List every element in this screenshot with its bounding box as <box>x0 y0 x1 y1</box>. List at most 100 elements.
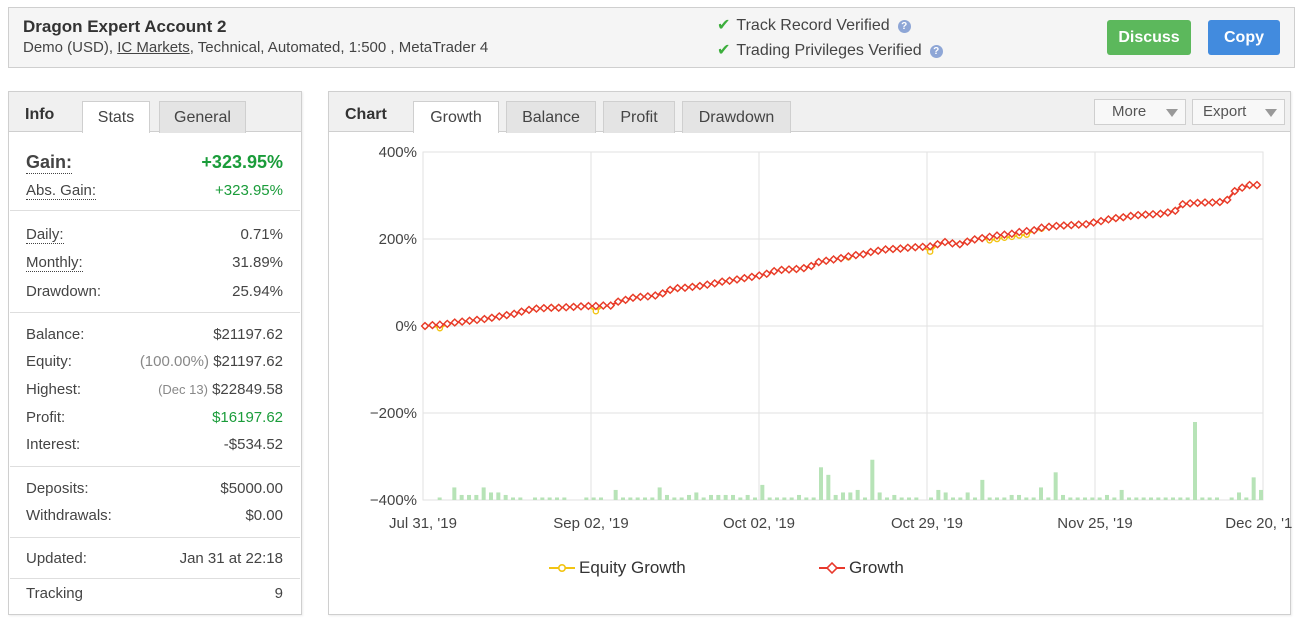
volume-bar <box>1112 497 1117 500</box>
volume-bar <box>775 497 779 500</box>
legend-growth[interactable]: Growth <box>819 558 904 578</box>
legend-equity-growth[interactable]: Equity Growth <box>549 558 686 578</box>
tab-growth[interactable]: Growth <box>413 101 499 133</box>
daily-label[interactable]: Daily: <box>26 226 64 244</box>
volume-bar <box>1090 497 1095 500</box>
growth-point <box>1148 209 1158 219</box>
tab-general[interactable]: General <box>159 101 246 133</box>
growth-point <box>769 266 779 276</box>
volume-bar <box>1119 489 1124 500</box>
growth-point <box>450 318 460 327</box>
volume-bar <box>540 497 545 500</box>
deposits-label: Deposits: <box>26 480 89 497</box>
volume-bar <box>672 497 677 500</box>
tab-chart-label: Chart <box>345 106 387 123</box>
growth-point <box>970 235 980 244</box>
growth-point <box>1037 223 1046 233</box>
export-dropdown[interactable]: Export <box>1192 99 1285 125</box>
volume-bar <box>1053 472 1058 500</box>
growth-point <box>509 309 519 319</box>
broker-link[interactable]: IC Markets <box>117 39 190 56</box>
growth-point <box>1014 227 1024 237</box>
growth-point <box>539 303 549 313</box>
growth-point <box>1133 210 1143 220</box>
tab-stats[interactable]: Stats <box>82 101 150 133</box>
abs-gain-value: +323.95% <box>215 182 283 199</box>
volume-bar <box>826 474 831 500</box>
volume-bar <box>1237 492 1241 500</box>
volume-bar <box>980 479 985 500</box>
growth-point <box>1111 213 1121 223</box>
discuss-button[interactable]: Discuss <box>1107 20 1191 55</box>
volume-bar <box>1105 494 1109 500</box>
growth-point <box>487 313 497 323</box>
tab-profit[interactable]: Profit <box>603 101 675 133</box>
volume-bar <box>731 494 735 500</box>
help-icon[interactable]: ? <box>897 20 911 33</box>
growth-point <box>992 231 1002 240</box>
growth-point <box>658 288 668 298</box>
y-tick-label: 200% <box>379 231 417 248</box>
growth-point <box>1141 210 1150 220</box>
growth-point <box>903 243 913 253</box>
monthly-label[interactable]: Monthly: <box>26 254 83 272</box>
volume-bar <box>679 497 684 500</box>
volume-bar <box>1207 497 1212 500</box>
account-type: Demo (USD), <box>23 39 118 56</box>
volume-bar <box>1097 497 1102 500</box>
volume-bar <box>1178 497 1183 500</box>
volume-bar <box>1171 497 1175 500</box>
growth-point <box>472 315 482 325</box>
growth-point <box>688 282 697 292</box>
gain-label[interactable]: Gain: <box>26 152 73 174</box>
volume-bar <box>760 484 765 500</box>
highest-value-group: (Dec 13) $22849.58 <box>158 381 283 398</box>
volume-bar <box>701 497 706 500</box>
tab-balance[interactable]: Balance <box>506 101 596 133</box>
growth-point <box>643 292 653 301</box>
volume-bar <box>657 487 662 500</box>
volume-bar <box>481 487 486 500</box>
copy-button[interactable]: Copy <box>1208 20 1280 55</box>
growth-point <box>747 272 757 282</box>
growth-chart: 400% 200% 0% −200% −400% Jul 31, '19 Sep 02, '… <box>370 144 1292 532</box>
volume-bar <box>1200 497 1205 500</box>
growth-point <box>792 264 801 274</box>
volume-bar <box>1185 497 1190 500</box>
growth-point <box>896 244 905 253</box>
volume-bar <box>643 497 647 500</box>
volume-bar <box>452 487 457 500</box>
growth-point <box>1245 180 1254 190</box>
volume-bar <box>987 497 992 500</box>
growth-point <box>1200 198 1210 207</box>
growth-point <box>695 281 705 291</box>
growth-point <box>673 283 682 293</box>
trading-privileges-verified: ✔ Trading Privileges Verified? <box>717 40 943 60</box>
tab-drawdown[interactable]: Drawdown <box>682 101 791 133</box>
volume-bar <box>467 494 471 500</box>
growth-point <box>1052 221 1061 231</box>
growth-point <box>873 246 883 256</box>
chevron-down-icon <box>1166 109 1178 117</box>
profit-label: Profit: <box>26 409 66 426</box>
growth-point <box>598 301 608 310</box>
volume-bar <box>716 494 721 500</box>
growth-point <box>621 295 630 305</box>
updated-value: Jan 31 at 22:18 <box>179 550 283 567</box>
more-dropdown[interactable]: More <box>1094 99 1186 125</box>
volume-bar <box>1141 497 1146 500</box>
growth-point <box>1163 208 1173 217</box>
volume-bar <box>1017 494 1021 500</box>
growth-point <box>1230 186 1240 196</box>
volume-bar <box>1259 489 1263 500</box>
growth-point <box>435 320 445 330</box>
help-icon[interactable]: ? <box>929 45 943 58</box>
growth-point <box>1000 230 1009 240</box>
growth-point <box>732 275 742 284</box>
abs-gain-label[interactable]: Abs. Gain: <box>26 182 97 200</box>
volume-bar <box>753 497 757 500</box>
equity-percent: (100.00%) <box>139 353 210 370</box>
growth-point <box>762 269 772 279</box>
growth-point <box>1066 220 1076 230</box>
growth-point <box>1208 198 1217 207</box>
